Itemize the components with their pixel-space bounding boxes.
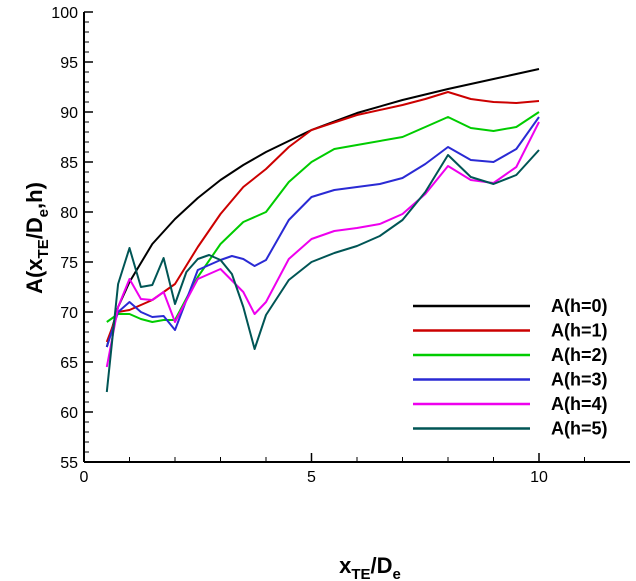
y-tick-label: 95 <box>60 55 78 72</box>
y-tick-label: 60 <box>60 405 78 422</box>
y-axis-title: A(xTE/De,h) <box>22 182 52 294</box>
y-tick-label: 90 <box>60 105 78 122</box>
plot-lines <box>105 68 540 393</box>
x-tick-label: 5 <box>307 469 316 486</box>
ticks: 55 60 65 70 75 80 85 90 95 100 0 5 10 <box>51 5 585 486</box>
axes <box>83 12 630 463</box>
legend-label-5: A(h=5) <box>551 419 608 439</box>
series-line-5 <box>105 149 540 393</box>
legend-label-4: A(h=4) <box>551 394 608 414</box>
legend-label-3: A(h=3) <box>551 370 608 390</box>
x-tick-label: 10 <box>530 469 548 486</box>
y-tick-label: 100 <box>51 5 78 22</box>
x-tick-label: 0 <box>80 469 89 486</box>
y-tick-label: 65 <box>60 355 78 372</box>
series-line-3 <box>105 116 540 348</box>
legend-label-2: A(h=2) <box>551 345 608 365</box>
y-tick-label: 75 <box>60 255 78 272</box>
y-tick-label: 85 <box>60 155 78 172</box>
y-tick-label: 70 <box>60 305 78 322</box>
legend: A(h=0) A(h=1) A(h=2) A(h=3) A(h=4) A(h=5) <box>413 296 608 439</box>
legend-label-0: A(h=0) <box>551 296 608 316</box>
series-line-4 <box>105 121 540 368</box>
series-line-1 <box>105 91 540 343</box>
series-line-2 <box>106 111 540 323</box>
y-tick-label: 80 <box>60 205 78 222</box>
series-line-0 <box>105 68 540 348</box>
legend-label-1: A(h=1) <box>551 321 608 341</box>
y-tick-label: 55 <box>60 455 78 472</box>
x-axis-title: xTE/De <box>339 553 401 581</box>
